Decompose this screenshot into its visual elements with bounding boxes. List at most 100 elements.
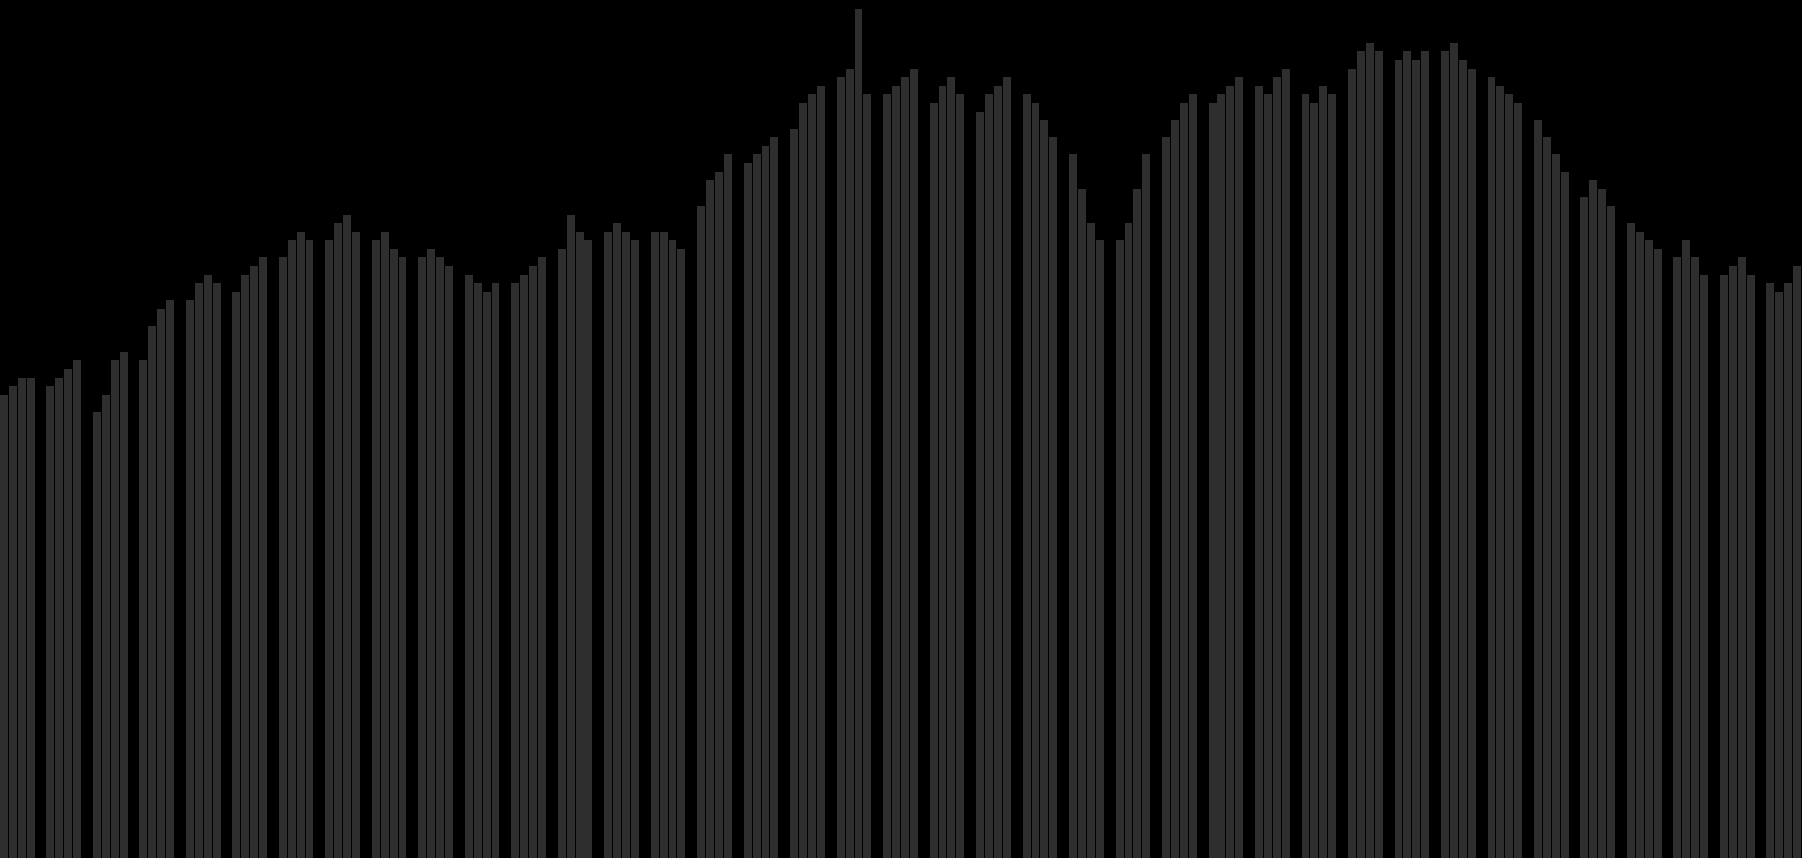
bar bbox=[651, 232, 659, 858]
bar bbox=[1552, 154, 1560, 858]
bar bbox=[930, 103, 938, 858]
bar bbox=[390, 249, 398, 858]
bar bbox=[334, 223, 342, 858]
bar bbox=[1488, 77, 1496, 858]
bar bbox=[1171, 120, 1179, 858]
bar bbox=[474, 283, 482, 858]
bar bbox=[166, 300, 174, 858]
bar bbox=[213, 283, 221, 858]
bar-group bbox=[930, 0, 965, 858]
bar bbox=[947, 77, 955, 858]
bar bbox=[1766, 283, 1774, 858]
bar bbox=[288, 240, 296, 858]
bar bbox=[520, 275, 528, 858]
bar bbox=[1395, 60, 1403, 858]
bar bbox=[1273, 77, 1281, 858]
bar bbox=[427, 249, 435, 858]
bar bbox=[1366, 43, 1374, 858]
bar bbox=[1302, 94, 1310, 858]
bar bbox=[1264, 94, 1272, 858]
bar bbox=[604, 232, 612, 858]
bar bbox=[418, 257, 426, 858]
bar bbox=[799, 103, 807, 858]
bar bbox=[1580, 197, 1588, 858]
bar bbox=[1403, 51, 1411, 858]
bar bbox=[232, 292, 240, 858]
bar bbox=[1087, 223, 1095, 858]
bar bbox=[753, 154, 761, 858]
bar bbox=[939, 86, 947, 858]
bar bbox=[576, 232, 584, 858]
bar bbox=[1450, 43, 1458, 858]
bar-group bbox=[883, 0, 918, 858]
bar-group bbox=[697, 0, 732, 858]
bar bbox=[186, 300, 194, 858]
bar bbox=[1496, 86, 1504, 858]
bar bbox=[762, 146, 770, 858]
bar bbox=[660, 232, 668, 858]
bar bbox=[1627, 223, 1635, 858]
bar bbox=[1589, 180, 1597, 858]
bar bbox=[1235, 77, 1243, 858]
bar bbox=[157, 309, 165, 858]
bar bbox=[1747, 275, 1755, 858]
bar-group bbox=[1534, 0, 1569, 858]
bar-group bbox=[1627, 0, 1662, 858]
bar bbox=[1078, 189, 1086, 858]
bar-group bbox=[0, 0, 35, 858]
bar bbox=[204, 275, 212, 858]
bar bbox=[1049, 137, 1057, 858]
bar-group bbox=[1023, 0, 1058, 858]
bar-group bbox=[1069, 0, 1104, 858]
bar bbox=[994, 86, 1002, 858]
bar bbox=[492, 283, 500, 858]
bar bbox=[956, 94, 964, 858]
bar bbox=[64, 369, 72, 858]
bar bbox=[1348, 69, 1356, 858]
bar bbox=[669, 240, 677, 858]
bar bbox=[1607, 206, 1615, 858]
bar-group bbox=[232, 0, 267, 858]
bar bbox=[1310, 103, 1318, 858]
bar-group bbox=[1766, 0, 1801, 858]
bar bbox=[195, 283, 203, 858]
bar bbox=[1691, 257, 1699, 858]
bar bbox=[102, 395, 110, 858]
bar bbox=[483, 292, 491, 858]
bar bbox=[1282, 69, 1290, 858]
bar bbox=[259, 257, 267, 858]
bar bbox=[1505, 94, 1513, 858]
bar bbox=[584, 240, 592, 858]
bar bbox=[1040, 120, 1048, 858]
bar bbox=[808, 94, 816, 858]
bar bbox=[538, 257, 546, 858]
bar-group bbox=[279, 0, 314, 858]
bar bbox=[613, 223, 621, 858]
bar bbox=[770, 137, 778, 858]
bar-group bbox=[976, 0, 1011, 858]
bar bbox=[1729, 266, 1737, 858]
waveform-chart bbox=[0, 0, 1802, 858]
bar bbox=[1328, 94, 1336, 858]
bar bbox=[1775, 292, 1783, 858]
bar bbox=[27, 378, 35, 858]
bar bbox=[465, 275, 473, 858]
bar bbox=[1189, 94, 1197, 858]
bar bbox=[1357, 51, 1365, 858]
bar-group bbox=[744, 0, 779, 858]
bar bbox=[0, 395, 8, 858]
bar-group bbox=[558, 0, 593, 858]
bar-group bbox=[465, 0, 500, 858]
bar bbox=[1116, 240, 1124, 858]
bar bbox=[976, 112, 984, 858]
bar bbox=[250, 266, 258, 858]
bar bbox=[1255, 86, 1263, 858]
bar bbox=[9, 386, 17, 858]
bar bbox=[1459, 60, 1467, 858]
bar bbox=[1375, 51, 1383, 858]
bar bbox=[93, 412, 101, 858]
bar bbox=[73, 360, 81, 858]
bar-group bbox=[1255, 0, 1290, 858]
bar bbox=[817, 86, 825, 858]
bar-group bbox=[139, 0, 174, 858]
